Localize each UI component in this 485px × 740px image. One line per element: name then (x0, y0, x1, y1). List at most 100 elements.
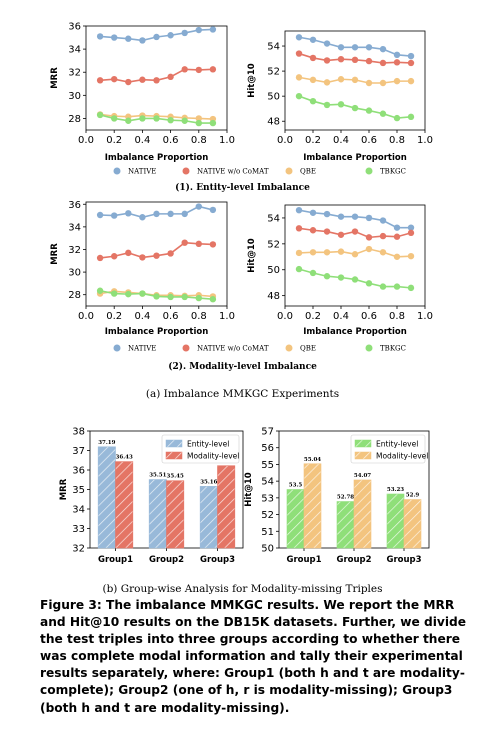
data-point (153, 210, 160, 218)
data-point (365, 234, 373, 241)
y-axis-label: MRR (59, 478, 69, 500)
y-tick-label: 30 (68, 268, 81, 279)
data-point (323, 228, 331, 235)
y-tick-label: 50 (267, 92, 280, 103)
data-point (379, 59, 387, 67)
data-point (365, 79, 373, 87)
data-point (111, 115, 118, 122)
data-point (153, 293, 160, 300)
data-point (351, 56, 359, 64)
data-point (393, 253, 401, 260)
legend-label: NATIVE w/o CoMAT (197, 168, 269, 176)
legend-label: NATIVE (128, 345, 156, 353)
legend-label: Modality-level (376, 452, 428, 461)
data-point (139, 115, 146, 122)
bar-modality-level (217, 465, 236, 549)
data-point (365, 57, 373, 65)
data-point (407, 252, 415, 260)
y-tick-label: 50 (267, 265, 280, 276)
legend-swatch (354, 439, 372, 448)
data-point (365, 245, 373, 253)
data-point (111, 253, 118, 260)
data-point (125, 210, 132, 217)
data-point (379, 110, 387, 117)
y-tick-label: 30 (68, 91, 81, 102)
data-point (139, 214, 146, 221)
legend-swatch (165, 439, 183, 448)
data-label: 35.45 (167, 474, 184, 480)
y-tick-label: 32 (68, 68, 81, 79)
data-label: 55.04 (304, 457, 321, 463)
data-point (351, 276, 359, 283)
data-point (125, 35, 132, 42)
x-tick-label: 1.0 (219, 135, 235, 146)
data-point (337, 231, 345, 238)
y-tick-label: 34 (68, 222, 81, 233)
data-point (295, 249, 303, 257)
plot-frame (85, 25, 228, 131)
x-tick-label: Group2 (336, 555, 371, 565)
x-tick-label: 1.0 (417, 135, 433, 146)
x-tick-label: 0.0 (277, 135, 293, 146)
y-tick-label: 48 (267, 117, 280, 128)
data-point (167, 116, 174, 124)
y-tick-label: 28 (68, 290, 81, 301)
data-point (181, 293, 188, 301)
data-point (125, 290, 132, 298)
data-point (295, 206, 303, 214)
data-point (195, 119, 202, 127)
x-tick-label: 0.0 (78, 311, 94, 322)
data-point (167, 250, 174, 257)
x-tick-label: 0.4 (333, 135, 349, 146)
data-point (407, 59, 415, 67)
y-tick-label: 53 (261, 493, 274, 504)
legend-marker (365, 344, 373, 352)
data-point (111, 290, 118, 297)
data-point (309, 227, 317, 234)
data-label: 52.9 (406, 493, 420, 499)
y-tick-label: 32 (68, 245, 81, 256)
section-title-entity: (1). Entity-level Imbalance (175, 183, 310, 193)
x-tick-label: 0.6 (163, 311, 179, 322)
legend-marker (113, 344, 121, 352)
y-tick-label: 55 (261, 460, 274, 471)
data-point (309, 54, 317, 62)
legend-label: NATIVE w/o CoMAT (197, 345, 269, 353)
data-point (337, 55, 345, 63)
data-point (323, 40, 331, 47)
data-point (153, 115, 160, 122)
data-point (167, 32, 174, 39)
legend-swatch (354, 451, 372, 460)
y-tick-label: 34 (68, 45, 81, 56)
data-point (295, 265, 303, 273)
data-point (96, 111, 104, 119)
data-point (351, 44, 359, 51)
data-point (337, 44, 345, 51)
x-tick-label: 0.2 (305, 135, 321, 146)
data-point (309, 269, 317, 277)
data-point (195, 66, 202, 74)
data-point (337, 274, 345, 281)
legend-marker (182, 167, 190, 175)
data-point (351, 213, 359, 220)
data-point (407, 284, 415, 292)
data-point (295, 50, 303, 57)
data-point (153, 77, 160, 84)
x-tick-label: 0.8 (389, 311, 405, 322)
data-point (111, 212, 118, 219)
x-tick-label: 0.4 (134, 135, 150, 146)
x-tick-label: Group2 (149, 555, 184, 565)
bar-modality-level (403, 499, 422, 549)
data-point (351, 104, 359, 112)
data-point (393, 114, 401, 122)
data-point (209, 66, 217, 73)
data-point (323, 273, 331, 280)
data-point (181, 210, 188, 218)
data-point (309, 76, 317, 84)
